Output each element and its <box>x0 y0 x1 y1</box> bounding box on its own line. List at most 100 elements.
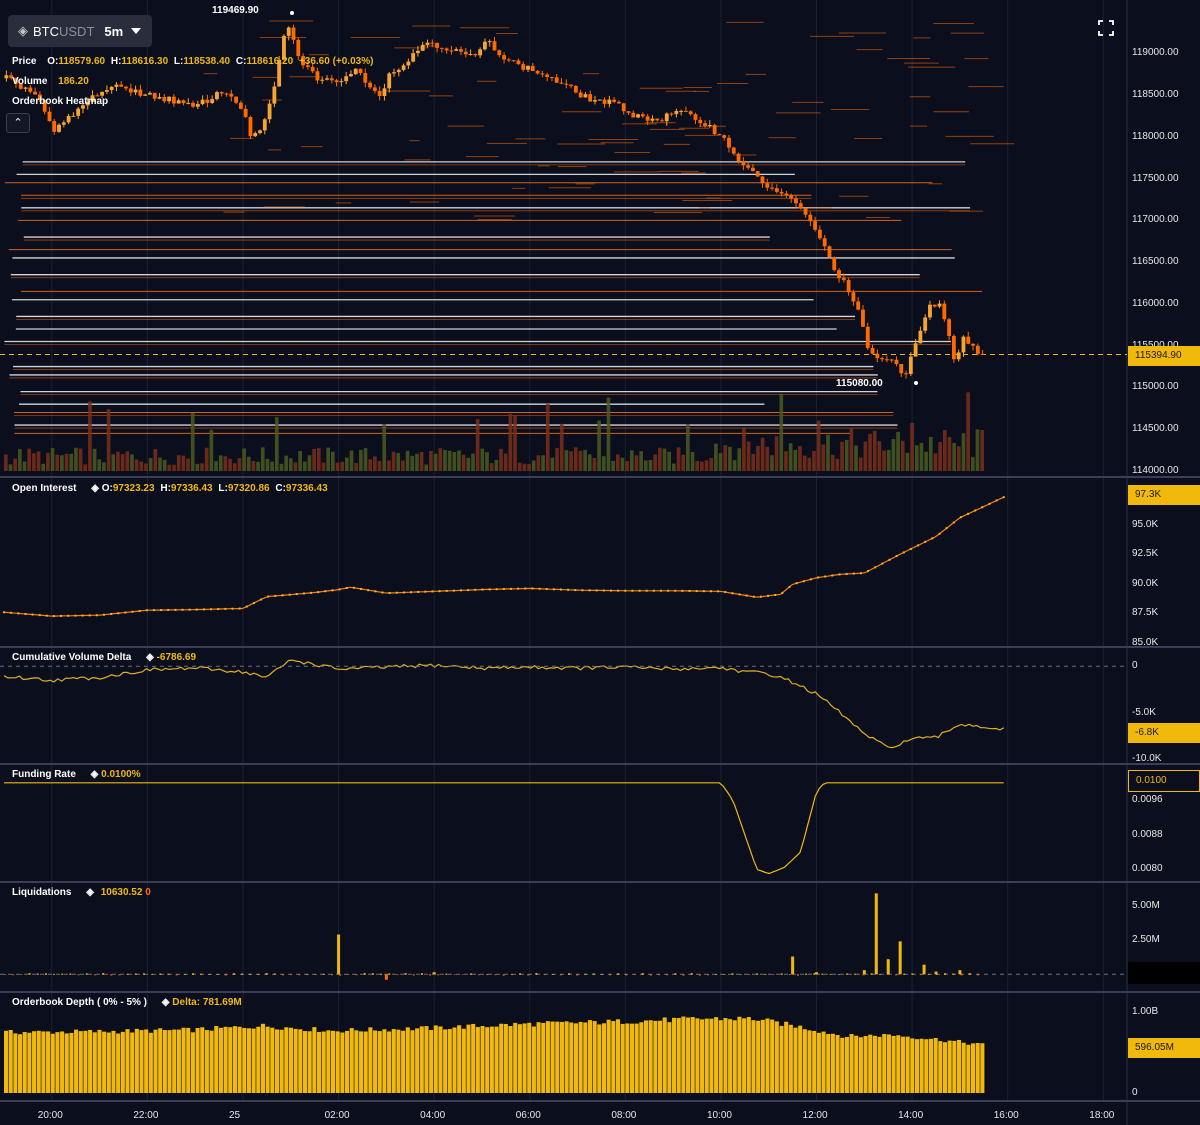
depth-bar <box>956 1039 962 1093</box>
depth-bar <box>102 1031 107 1093</box>
volume-bar <box>354 463 359 471</box>
volume-bar <box>858 457 863 471</box>
oi-point <box>224 607 227 610</box>
volume-bar <box>50 448 55 471</box>
close-value: 118616.20 <box>246 56 294 67</box>
volume-bar <box>597 420 601 471</box>
volume-bar <box>872 430 877 471</box>
volume-bar <box>475 419 480 471</box>
chevron-down-icon[interactable] <box>131 28 142 34</box>
oi-point <box>288 593 291 596</box>
symbol-selector[interactable]: ◈ BTC USDT 5m <box>8 15 152 47</box>
oi-point <box>138 610 141 613</box>
fullscreen-icon[interactable] <box>1098 20 1114 36</box>
depth-bar <box>457 1025 462 1093</box>
oi-point <box>638 589 641 592</box>
volume-bar <box>569 451 573 471</box>
volume-bar <box>587 454 592 471</box>
candle-body <box>420 44 425 51</box>
depth-bar <box>629 1023 635 1093</box>
depth-bar <box>158 1028 163 1093</box>
oi-point <box>581 589 584 592</box>
candle-body <box>23 87 28 89</box>
liq-bar <box>649 974 652 976</box>
liq-last-tag <box>1128 962 1200 984</box>
depth-bar <box>742 1018 747 1093</box>
volume-bar <box>363 448 368 471</box>
depth-bar <box>148 1032 153 1093</box>
candle-body <box>377 90 382 97</box>
oi-label: Open Interest <box>12 483 77 494</box>
volume-bar <box>961 433 966 471</box>
axis-tick-label: 90.0K <box>1132 577 1159 589</box>
oi-point <box>824 575 827 578</box>
depth-bar <box>228 1027 233 1093</box>
oi-point <box>260 598 263 601</box>
collapse-legend-button[interactable]: ⌃ <box>6 113 30 133</box>
liq-bar <box>159 973 162 975</box>
candle-body <box>693 114 698 120</box>
depth-bar <box>821 1031 826 1093</box>
timeframe[interactable]: 5m <box>104 23 124 39</box>
candle-body <box>301 56 305 66</box>
oi-point <box>152 609 155 612</box>
liq-bar <box>69 973 72 975</box>
volume-bar <box>46 452 50 471</box>
depth-bar <box>513 1022 518 1093</box>
oi-point <box>995 499 998 502</box>
depth-bar <box>125 1029 130 1093</box>
volume-bar <box>410 455 415 471</box>
volume-bar <box>601 456 606 471</box>
volume-bar <box>900 440 905 471</box>
candle-body <box>215 92 219 100</box>
candle-body <box>95 95 100 97</box>
candle-body <box>262 119 267 131</box>
volume-bar <box>396 453 401 471</box>
depth-bar <box>410 1030 415 1093</box>
open-interest-line <box>3 496 1005 618</box>
oi-point <box>210 608 213 611</box>
oi-point <box>559 588 562 591</box>
depth-bar <box>27 1032 32 1093</box>
candle-body <box>722 135 727 138</box>
depth-bar <box>284 1027 289 1093</box>
time-tick-label: 18:00 <box>1089 1110 1115 1121</box>
axis-tick-label: 117500.00 <box>1132 172 1179 184</box>
depth-bar <box>120 1031 125 1093</box>
liq-bar <box>494 974 497 976</box>
oi-point <box>31 613 34 616</box>
liq-bar <box>641 973 644 975</box>
candle-body <box>52 121 57 132</box>
candle-body <box>640 114 645 117</box>
depth-bar <box>681 1016 686 1093</box>
oi-point <box>588 589 591 592</box>
volume-bar <box>111 454 116 471</box>
depth-bar <box>961 1042 966 1093</box>
depth-bar <box>92 1032 97 1093</box>
liq-bar <box>952 973 955 975</box>
volume-bar <box>882 450 886 471</box>
volume-bar <box>788 443 793 471</box>
depth-last-tag: 596.05M <box>1128 1038 1200 1058</box>
volume-bar <box>391 451 396 471</box>
depth-bar <box>503 1023 508 1093</box>
session-low-marker: 115080.00 <box>836 378 883 389</box>
volume-bar <box>522 463 527 471</box>
candle-body <box>817 229 822 239</box>
liq-bar <box>298 974 301 976</box>
oi-point <box>567 588 570 591</box>
oi-point <box>331 589 334 592</box>
volume-bar <box>695 460 700 471</box>
depth-bar <box>592 1021 597 1093</box>
liq-bar <box>968 973 971 975</box>
liq-bar <box>551 974 554 975</box>
liq-bar <box>731 973 734 975</box>
candle-body <box>741 161 746 166</box>
volume-bar <box>494 459 499 471</box>
oi-point <box>74 614 77 617</box>
high-label: H: <box>110 56 122 67</box>
volume-bar <box>340 461 345 471</box>
liq-bar <box>404 973 407 975</box>
liq-bar <box>347 974 350 975</box>
